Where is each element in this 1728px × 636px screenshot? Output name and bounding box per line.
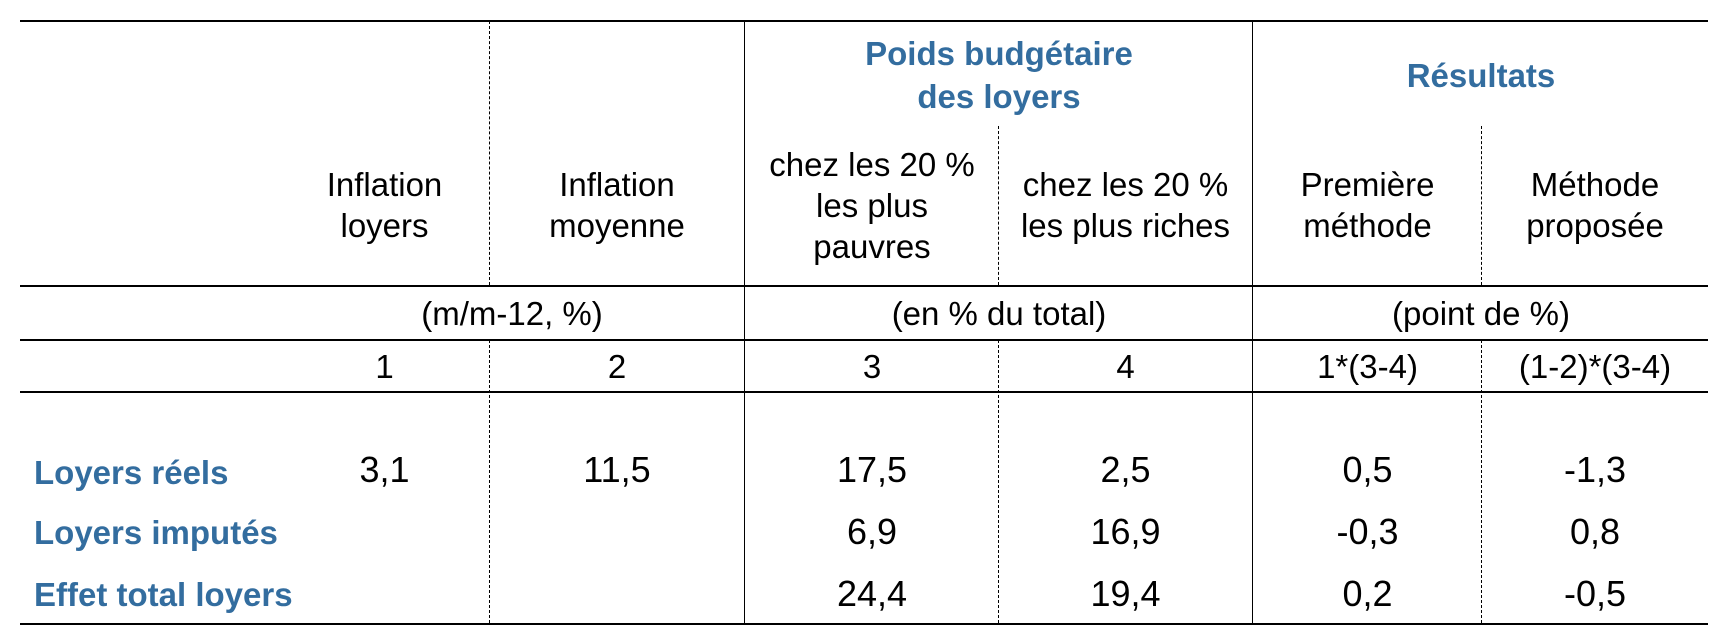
col-header-inflation-moyenne: Inflation moyenne <box>549 166 685 244</box>
col-separator-3-4-top <box>998 126 999 285</box>
col-number-2: 2 <box>607 347 627 385</box>
col-separator-5-6-bottom <box>1481 340 1482 623</box>
group-separator-1 <box>744 21 745 624</box>
units-bottom-rule <box>20 339 1708 341</box>
row-label-loyers-reels: Loyers réels <box>34 454 229 491</box>
table-cell: 11,5 <box>583 449 651 490</box>
table-cell: 0,5 <box>1342 449 1393 490</box>
table-cell: 16,9 <box>1090 511 1161 552</box>
row-label-effet-total: Effet total loyers <box>34 576 293 613</box>
col-number-3: 3 <box>862 347 882 385</box>
table-bottom-rule <box>20 623 1708 625</box>
numbers-bottom-rule <box>20 391 1708 393</box>
units-poids: (en % du total) <box>891 294 1107 332</box>
table-cell: 0,8 <box>1569 511 1621 552</box>
col-header-methode-proposee: Méthode proposée <box>1526 166 1664 244</box>
units-inflation: (m/m-12, %) <box>421 294 603 332</box>
col-separator-5-6-top <box>1481 126 1482 285</box>
table-cell: -0,5 <box>1563 573 1627 614</box>
group-separator-2 <box>1252 21 1253 624</box>
row-label-loyers-imputes: Loyers imputés <box>34 514 278 551</box>
col-number-6: (1-2)*(3-4) <box>1518 347 1672 385</box>
table-cell: 2,5 <box>1100 449 1151 490</box>
col-number-5: 1*(3-4) <box>1317 347 1418 385</box>
units-resultats: (point de %) <box>1392 294 1570 332</box>
col-separator-1-2-top <box>489 21 490 285</box>
table-cell: 24,4 <box>836 573 908 614</box>
table-top-rule <box>20 20 1708 22</box>
group-header-resultats: Résultats <box>1406 56 1556 94</box>
col-header-riches: chez les 20 % les plus riches <box>1020 166 1231 244</box>
col-separator-3-4-bottom <box>998 340 999 623</box>
col-number-4: 4 <box>1116 347 1135 385</box>
header-bottom-rule <box>20 285 1708 287</box>
table-cell: 6,9 <box>846 511 898 552</box>
col-header-pauvres: chez les 20 % les plus pauvres <box>769 145 975 265</box>
col-separator-1-2-bottom <box>489 340 490 623</box>
table-cell: 3,1 <box>359 449 410 490</box>
table-cell: -1,3 <box>1563 449 1627 490</box>
col-header-premiere-methode: Première méthode <box>1300 166 1435 244</box>
table-cell: 0,2 <box>1342 573 1393 614</box>
table-cell: 17,5 <box>836 449 908 490</box>
table-cell: 19,4 <box>1090 573 1161 614</box>
col-number-1: 1 <box>375 347 394 385</box>
group-header-poids: Poids budgétaire des loyers <box>865 35 1133 115</box>
col-header-inflation-loyers: Inflation loyers <box>326 166 443 244</box>
table-cell: -0,3 <box>1336 511 1399 552</box>
